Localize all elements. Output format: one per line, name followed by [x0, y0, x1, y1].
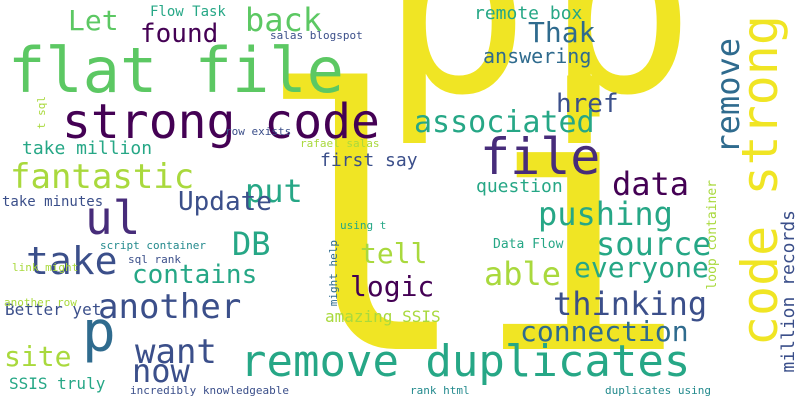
word-p-big-1: p	[380, 0, 531, 150]
word-row-exists: row exists	[225, 125, 292, 138]
word-answering: answering	[483, 44, 592, 68]
word-rafael-salas: rafael salas	[300, 137, 380, 150]
word-million-records: million records	[778, 210, 799, 373]
word-site: site	[4, 340, 72, 373]
word-flat-file: flat file	[8, 34, 344, 107]
word-another: another	[98, 287, 242, 327]
word-pushing: pushing	[538, 195, 673, 233]
word-update: Update	[178, 187, 272, 217]
word-loop-container: loop container	[705, 180, 720, 290]
word-better-yet: Better yet	[5, 300, 102, 319]
word-amazing-ssis: amazing SSIS	[325, 307, 441, 326]
word-file: file	[480, 128, 601, 186]
word-script-container: script container	[100, 239, 206, 252]
word-db: DB	[232, 225, 271, 263]
word-now: now	[132, 352, 190, 390]
word-fantastic: fantastic	[10, 157, 195, 197]
word-rank-html: rank html	[410, 384, 470, 397]
word-data-flow: Data Flow	[493, 237, 564, 252]
word-salas-blogspot: salas blogspot	[270, 29, 363, 42]
word-contains: contains	[132, 260, 258, 290]
word-able: able	[484, 255, 562, 293]
word-question: question	[476, 176, 563, 197]
word-sql-rank: sql rank	[128, 253, 181, 266]
word-remove-duplicates: remove duplicates	[240, 336, 691, 387]
word-ul: ul	[85, 191, 141, 245]
word-duplicates-using: duplicates using	[605, 384, 711, 397]
word-using-t: using t	[340, 219, 387, 232]
word-associated: associated	[414, 105, 595, 140]
word-take-minutes: take minutes	[2, 194, 104, 210]
word-want: want	[135, 332, 217, 372]
word-tell: tell	[360, 237, 428, 270]
word-p-small: p	[82, 300, 116, 365]
word-thinking: thinking	[553, 285, 708, 323]
word-link-might: link might	[12, 261, 79, 274]
word-t-sql: t sql	[35, 96, 48, 130]
word-take-million: take million	[22, 138, 153, 159]
word-take: take	[26, 239, 118, 283]
word-href: href	[556, 89, 619, 119]
word-connection: connection	[520, 315, 689, 348]
word-remote-box: remote box	[474, 3, 583, 24]
word-ssis-truly: SSIS truly	[9, 374, 106, 393]
word-data: data	[612, 165, 690, 203]
word-thak: Thak	[528, 16, 596, 49]
word-back: back	[245, 1, 323, 39]
word-let: Let	[68, 4, 119, 37]
word-might-help: might help	[327, 240, 340, 307]
word-everyone: everyone	[574, 251, 709, 284]
word-flow-task: Flow Task	[150, 4, 226, 20]
word-source: source	[596, 225, 712, 263]
word-found: found	[140, 19, 219, 49]
word-li-big: li	[255, 15, 689, 400]
word-p-big-2: p	[545, 0, 696, 150]
word-remove: remove	[709, 38, 747, 154]
word-put: put	[245, 172, 303, 210]
word-logic: logic	[350, 270, 435, 303]
word-strong-code: strong code	[62, 94, 380, 150]
word-incredibly-knowledgeable: incredibly knowledgeable	[130, 384, 289, 397]
word-another-row: another row	[4, 296, 77, 309]
word-first-say: first say	[320, 150, 418, 171]
